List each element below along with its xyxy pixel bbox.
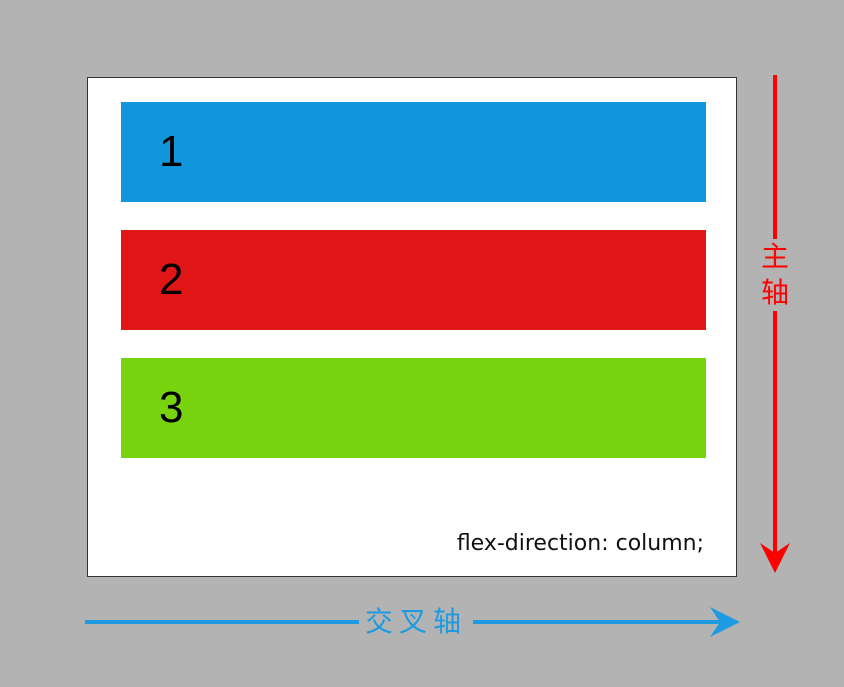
flex-container: 1 2 3 flex-direction: column; — [87, 77, 737, 577]
flex-item-3-label: 3 — [159, 383, 184, 432]
flex-item-3: 3 — [121, 358, 706, 458]
main-axis-arrow-icon — [760, 75, 790, 573]
flex-item-2: 2 — [121, 230, 706, 330]
flex-item-1: 1 — [121, 102, 706, 202]
main-axis: 主轴 — [755, 75, 795, 575]
cross-axis: 交叉轴 — [85, 600, 745, 644]
cross-axis-label: 交叉轴 — [359, 602, 474, 642]
flex-direction-code-label: flex-direction: column; — [456, 531, 704, 556]
flex-item-1-label: 1 — [159, 127, 184, 176]
flex-item-2-label: 2 — [159, 255, 184, 304]
main-axis-label: 主轴 — [759, 239, 791, 311]
